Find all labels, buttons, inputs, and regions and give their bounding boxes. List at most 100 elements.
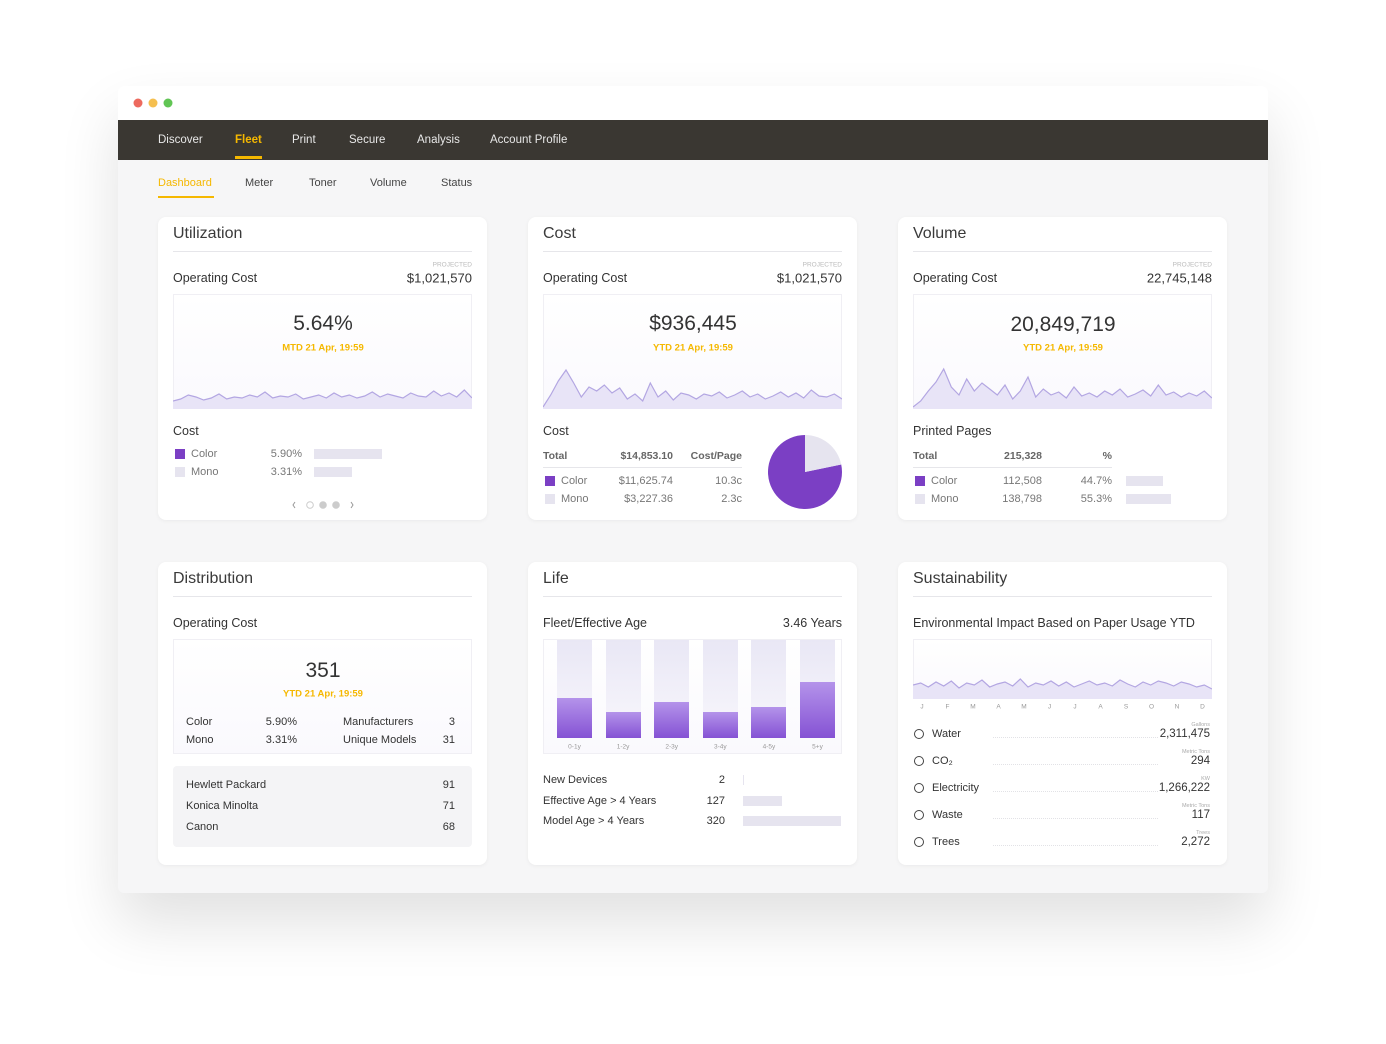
projected-value: 22,745,148 (1146, 270, 1212, 286)
sustainability-card: Sustainability Environmental Impact Based… (898, 562, 1227, 865)
month-label: D (1200, 703, 1205, 711)
nav-item[interactable]: Fleet (235, 134, 262, 146)
divider (173, 251, 472, 252)
divider (913, 596, 1212, 597)
stat-text: Color (186, 716, 213, 728)
leader-line (993, 764, 1158, 765)
sparkline-line (543, 368, 842, 408)
subnav-item[interactable]: Toner (309, 177, 337, 189)
inner-panel (173, 294, 472, 409)
item-unit: Gallons (1191, 722, 1210, 728)
share-bar (1126, 494, 1172, 504)
item-icon (914, 729, 924, 739)
x-tick-label: 0-1y (568, 743, 581, 751)
share-bar (314, 467, 353, 477)
metric-label: Fleet/Effective Age (543, 616, 647, 630)
subnav-item[interactable]: Meter (245, 177, 274, 189)
share-bar (1126, 476, 1163, 486)
sparkline-line (173, 389, 472, 402)
label: Mono (191, 466, 219, 478)
vendor-name: Hewlett Packard (186, 779, 267, 791)
month-label: O (1148, 703, 1155, 711)
cost-card: Cost Operating Cost PROJECTED $1,021,570 $93… (528, 217, 857, 520)
card-title: Volume (913, 225, 967, 242)
legend-swatch (175, 467, 185, 477)
card-title: Sustainability (913, 570, 1008, 587)
age-bar (743, 775, 744, 785)
card-title: Distribution (173, 570, 254, 587)
nav-underline (235, 156, 262, 159)
subnav-item[interactable]: Dashboard (158, 177, 212, 189)
sparkline (173, 389, 472, 409)
label: 112,508 (1003, 475, 1042, 487)
metric-value: 3.46 Years (782, 616, 842, 630)
item-icon (914, 783, 924, 793)
divider (913, 251, 1212, 252)
sparkline-area (913, 679, 1212, 699)
month-label: J (1047, 703, 1052, 711)
metric-label: Operating Cost (173, 271, 258, 285)
item-icon (914, 756, 924, 766)
timestamp: YTD 21 Apr, 19:59 (653, 342, 733, 354)
distribution-card: Distribution Operating Cost 351 YTD 21 Apr,… (158, 562, 487, 865)
item-value: 2,311,475 (1159, 728, 1210, 740)
label: Color (191, 448, 218, 460)
nav-item[interactable]: Secure (349, 134, 386, 146)
legend-swatch (545, 494, 555, 504)
vendor-panel (173, 766, 472, 847)
item-unit: KW (1201, 776, 1210, 782)
sparkline-line (913, 367, 1212, 408)
legend-swatch (175, 449, 185, 459)
item-value: 117 (1191, 809, 1210, 821)
label: Effective Age > 4 Years (543, 794, 657, 807)
metric-label: Operating Cost (543, 271, 628, 285)
projected-label: PROJECTED (1172, 261, 1212, 269)
vendor-count: 68 (442, 821, 455, 833)
nav-item[interactable]: Analysis (417, 134, 460, 146)
item-name: Water (932, 728, 961, 740)
stat-text: Unique Models (343, 734, 417, 746)
vendor-count: 71 (442, 800, 455, 812)
label: 5.90% (270, 448, 302, 460)
month-label: J (920, 703, 924, 711)
leader-line (993, 791, 1158, 792)
leader-line (993, 845, 1158, 846)
label: $3,227.36 (624, 493, 673, 505)
month-label: A (1098, 703, 1103, 711)
sub-nav: Dashboard Meter Toner Volume Status (118, 160, 1268, 210)
label: 44.7% (1080, 475, 1112, 487)
divider (543, 596, 842, 597)
projected-value: $1,021,570 (776, 270, 842, 286)
table-header: % (1102, 450, 1112, 462)
pagination (292, 501, 354, 509)
pager-dot (319, 501, 327, 509)
divider (173, 596, 472, 597)
label: 320 (706, 815, 725, 827)
month-label: N (1174, 703, 1180, 711)
sparkline (543, 368, 842, 409)
timestamp: MTD 21 Apr, 19:59 (282, 342, 364, 354)
nav-item[interactable]: Print (292, 134, 316, 146)
nav-item[interactable]: Discover (158, 134, 203, 146)
bar (605, 711, 641, 738)
inner-panel (543, 639, 842, 754)
month-label: S (1123, 703, 1129, 711)
item-name: Electricity (932, 782, 980, 794)
pie-chart (768, 435, 842, 509)
pager-arrow (350, 501, 354, 509)
label: Mono (561, 493, 589, 505)
headline-value: 351 (305, 659, 341, 682)
item-icon (914, 837, 924, 847)
label: 2.3c (721, 493, 742, 505)
sparkline (913, 678, 1212, 699)
subnav-item[interactable]: Status (441, 177, 473, 189)
pager-dot (306, 501, 314, 509)
label: New Devices (543, 774, 608, 786)
item-unit: Metric Tons (1181, 803, 1210, 809)
timestamp: YTD 21 Apr, 19:59 (1023, 342, 1103, 354)
legend-swatch (545, 476, 555, 486)
nav-item[interactable]: Account Profile (490, 134, 568, 146)
icon-shape (914, 783, 924, 793)
subnav-item[interactable]: Volume (370, 177, 407, 189)
